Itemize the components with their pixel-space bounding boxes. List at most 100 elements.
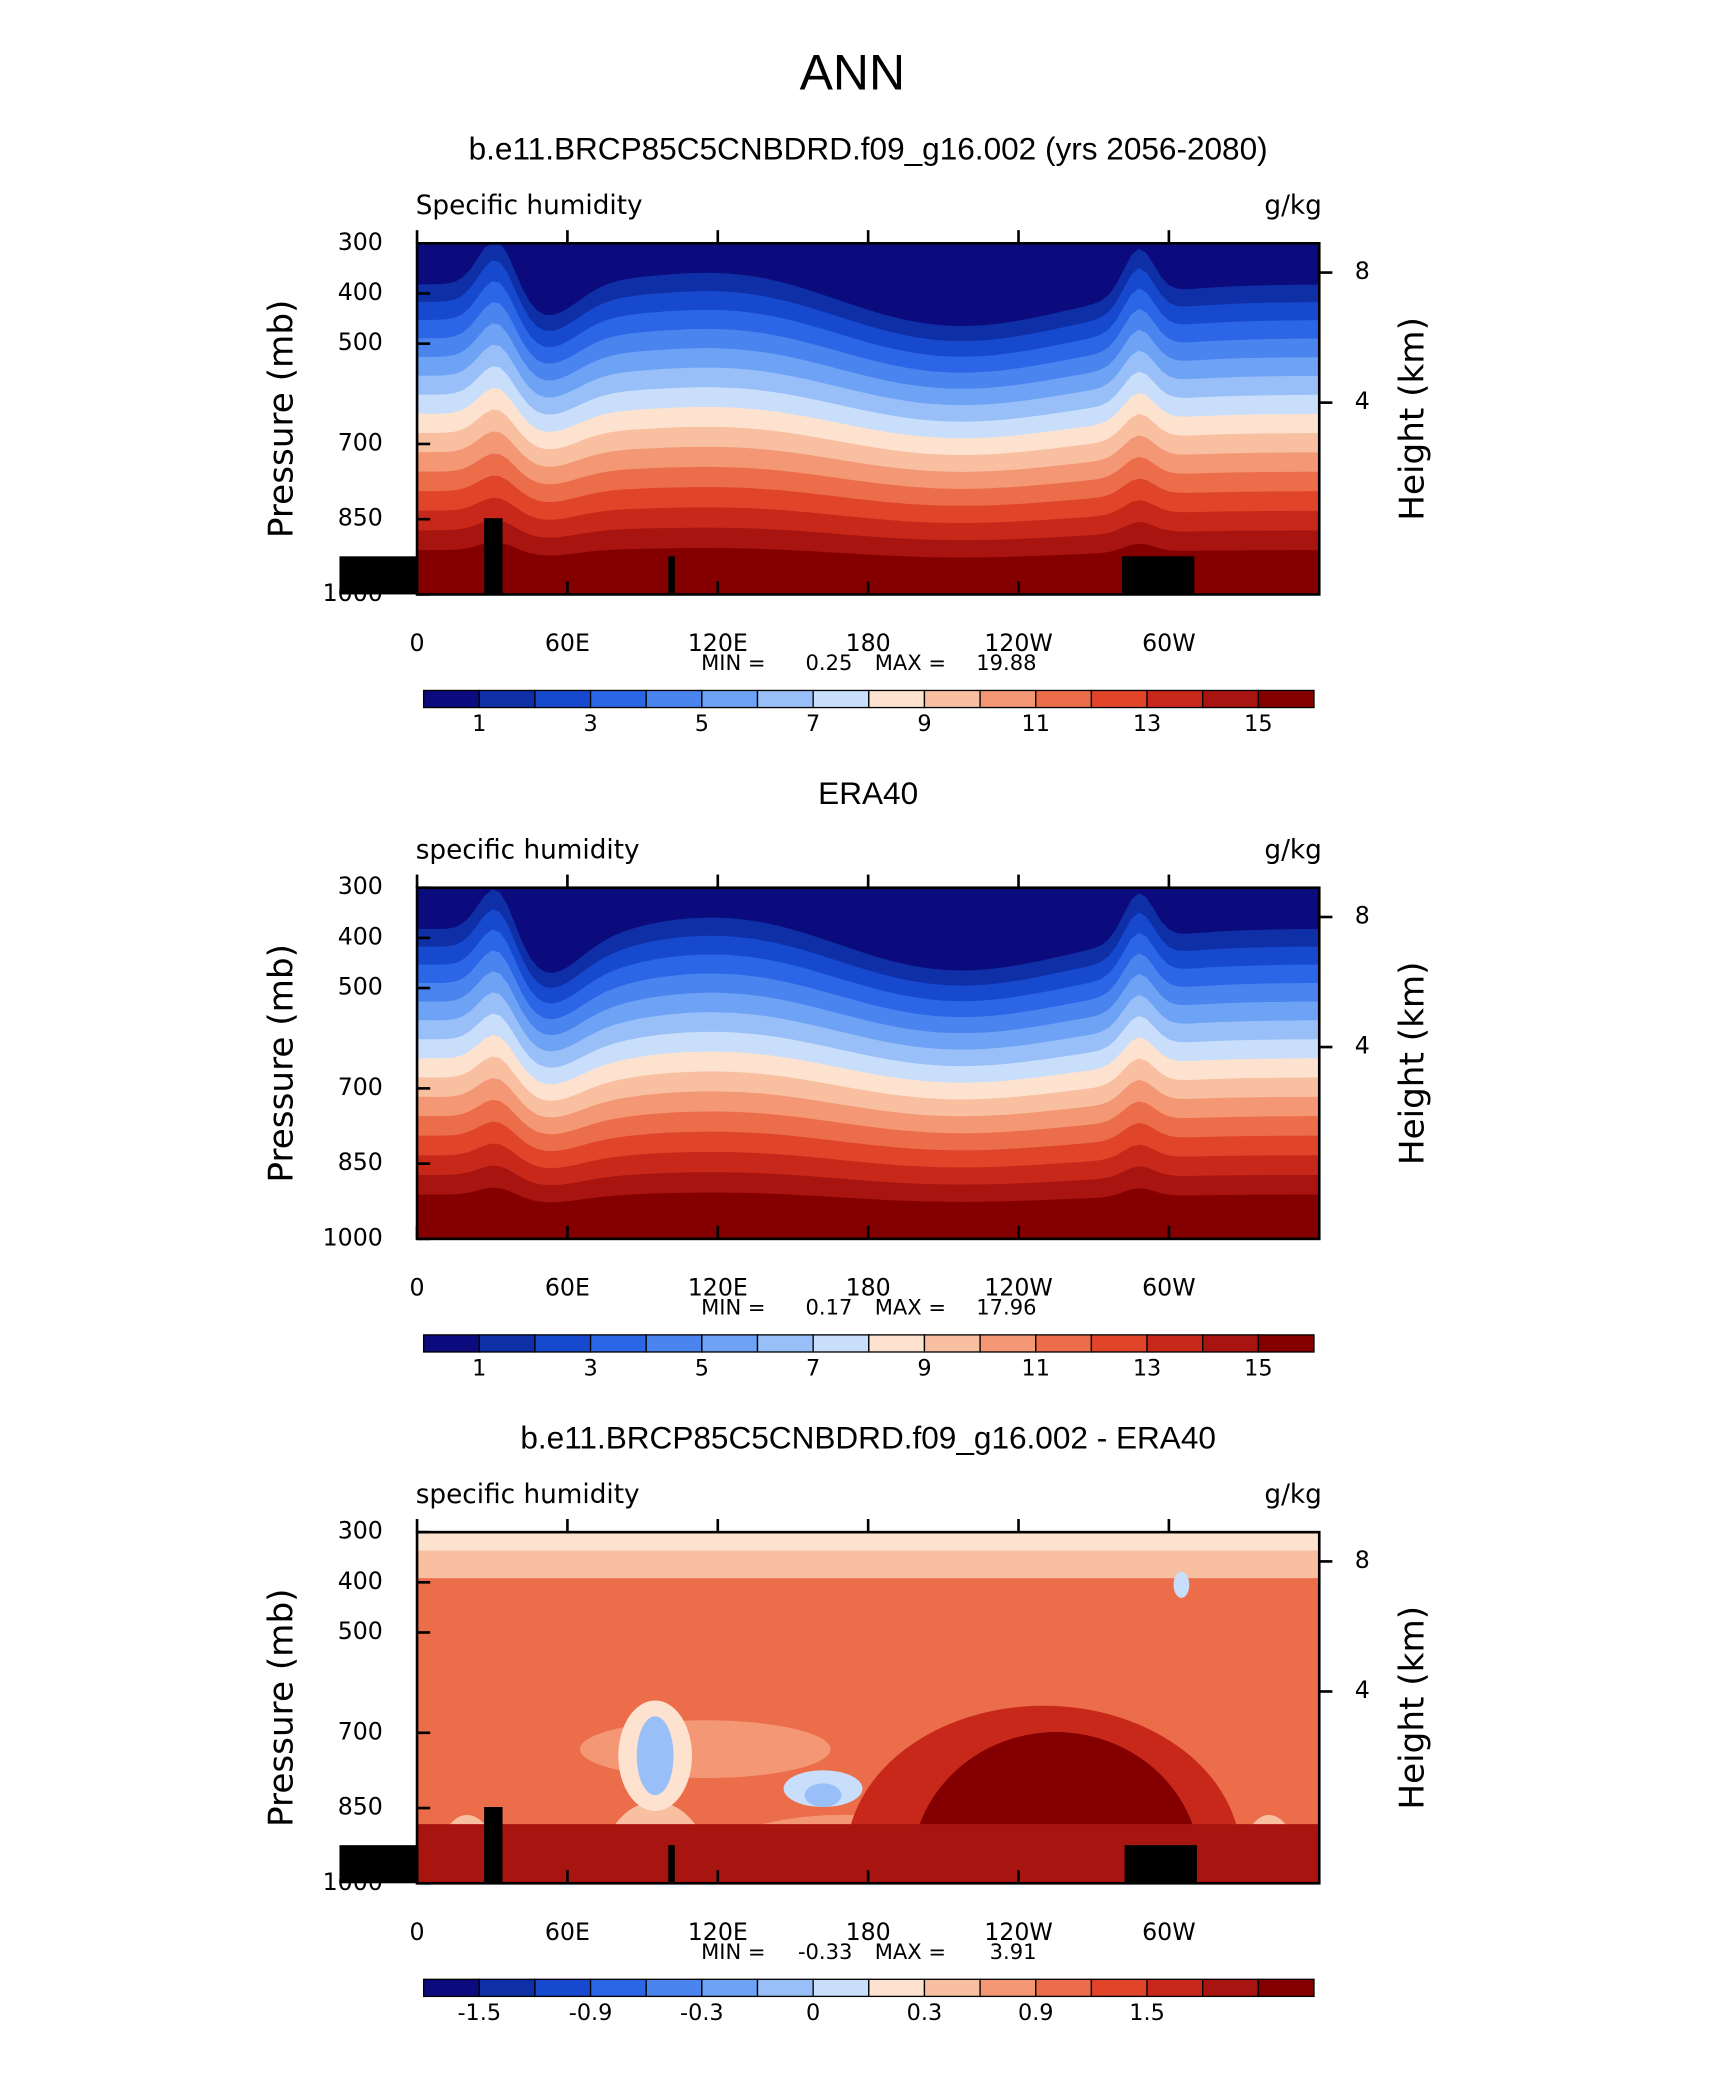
colorbar-label: 11: [1022, 1356, 1050, 1382]
min-value: 0.25: [806, 650, 853, 675]
y-tick-label: 700: [338, 428, 383, 456]
colorbar-label: 7: [806, 1356, 820, 1382]
min-value: -0.33: [798, 1939, 852, 1964]
x-tick-label: 60W: [1142, 1918, 1196, 1946]
colorbar-box: [1202, 689, 1259, 709]
y2-tick-label: 4: [1355, 387, 1370, 415]
contour-band: [1173, 1571, 1190, 1598]
y2-tick-label: 4: [1355, 1032, 1370, 1060]
x-tick-label: 180: [846, 629, 891, 657]
colorbar-label: 5: [695, 711, 709, 737]
colorbar-label: 0.3: [907, 2000, 943, 2026]
colorbar-box: [756, 1334, 814, 1353]
contour-band: [636, 1716, 674, 1796]
colorbar-label: 9: [917, 711, 931, 737]
colorbar-label: 1.5: [1129, 2000, 1165, 2026]
y-tick-label: 850: [338, 1148, 383, 1176]
y-tick-label: 850: [338, 504, 383, 532]
colorbar-box: [1257, 689, 1315, 709]
panel: b.e11.BRCP85C5CNBDRD.f09_g16.002 (yrs 20…: [261, 131, 1432, 738]
topography: [339, 1845, 419, 1884]
x-tick-label: 60E: [545, 1273, 590, 1301]
colorbar-box: [701, 689, 759, 709]
colorbar-label: 15: [1244, 711, 1272, 737]
colorbar-box: [422, 1334, 480, 1353]
colorbar-box: [589, 1978, 647, 1998]
x-tick-label: 180: [846, 1918, 891, 1946]
topography: [668, 556, 675, 595]
y-tick-label: 500: [338, 973, 383, 1001]
y-tick-label: 700: [338, 1717, 383, 1745]
colorbar-label: 15: [1244, 1356, 1272, 1382]
colorbar-box: [1090, 1334, 1148, 1353]
colorbar-label: 9: [917, 1356, 931, 1382]
x-tick-label: 120E: [688, 1273, 748, 1301]
colorbar-label: 3: [583, 711, 597, 737]
colorbar-box: [812, 1978, 870, 1998]
y2-tick-label: 8: [1355, 1546, 1370, 1574]
y-axis-label: Pressure (mb): [261, 300, 301, 539]
colorbar-label: 1: [472, 711, 486, 737]
y-axis-label: Pressure (mb): [261, 1588, 301, 1827]
colorbar-label: 1: [472, 1356, 486, 1382]
colorbar-box: [478, 1334, 536, 1353]
y-tick-label: 700: [338, 1073, 383, 1101]
contour-band: [804, 1783, 842, 1808]
min-label: MIN =: [701, 1939, 765, 1964]
y-tick-label: 850: [338, 1793, 383, 1821]
colorbar-box: [645, 1334, 703, 1353]
colorbar-label: 7: [806, 711, 820, 737]
colorbar-box: [534, 1334, 592, 1353]
topography: [339, 556, 419, 595]
x-tick-label: 60E: [545, 1918, 590, 1946]
topography: [1121, 556, 1195, 595]
colorbar-box: [422, 689, 480, 709]
x-tick-label: 60W: [1142, 629, 1196, 657]
colorbar-label: -0.9: [569, 2000, 613, 2026]
y-tick-label: 1000: [323, 1868, 383, 1896]
max-value: 3.91: [990, 1939, 1037, 1964]
y2-tick-label: 4: [1355, 1676, 1370, 1704]
y2-axis-label: Height (km): [1392, 1606, 1432, 1810]
colorbar-box: [1035, 1334, 1093, 1353]
contour-band: [579, 1720, 831, 1779]
colorbar-box: [1146, 1978, 1204, 1998]
x-tick-label: 120W: [984, 629, 1053, 657]
x-tick-label: 0: [410, 1918, 425, 1946]
colorbar-box: [812, 1334, 870, 1353]
y-tick-label: 300: [338, 872, 383, 900]
x-tick-label: 0: [410, 1273, 425, 1301]
colorbar-label: -1.5: [457, 2000, 501, 2026]
colorbar-box: [1035, 689, 1093, 709]
colorbar-box: [645, 689, 703, 709]
panel: b.e11.BRCP85C5CNBDRD.f09_g16.002 - ERA40…: [261, 1419, 1432, 2026]
colorbar-label: 13: [1133, 1356, 1161, 1382]
colorbar-box: [1257, 1334, 1315, 1353]
colorbar-box: [756, 689, 814, 709]
colorbar-box: [868, 1334, 926, 1353]
colorbar-box: [1202, 1978, 1259, 1998]
max-label: MAX =: [875, 1295, 946, 1320]
colorbar-box: [1257, 1978, 1315, 1998]
y-tick-label: 1000: [323, 1223, 383, 1251]
colorbar-box: [979, 1334, 1037, 1353]
colorbar-box: [923, 1334, 981, 1353]
field-label: specific humidity: [416, 835, 640, 865]
topography: [484, 1807, 503, 1884]
y-tick-label: 500: [338, 328, 383, 356]
colorbar-label: 0.9: [1018, 2000, 1054, 2026]
colorbar-box: [1202, 1334, 1259, 1353]
y-tick-label: 500: [338, 1617, 383, 1645]
y-tick-label: 400: [338, 922, 383, 950]
x-tick-label: 60W: [1142, 1273, 1196, 1301]
max-value: 19.88: [976, 650, 1036, 675]
max-label: MAX =: [875, 1939, 946, 1964]
colorbar-box: [868, 1978, 926, 1998]
contour-band: [417, 1187, 1320, 1239]
colorbar-box: [979, 689, 1037, 709]
panel-title: b.e11.BRCP85C5CNBDRD.f09_g16.002 - ERA40: [520, 1419, 1216, 1455]
colorbar-box: [1090, 689, 1148, 709]
y-tick-label: 400: [338, 278, 383, 306]
